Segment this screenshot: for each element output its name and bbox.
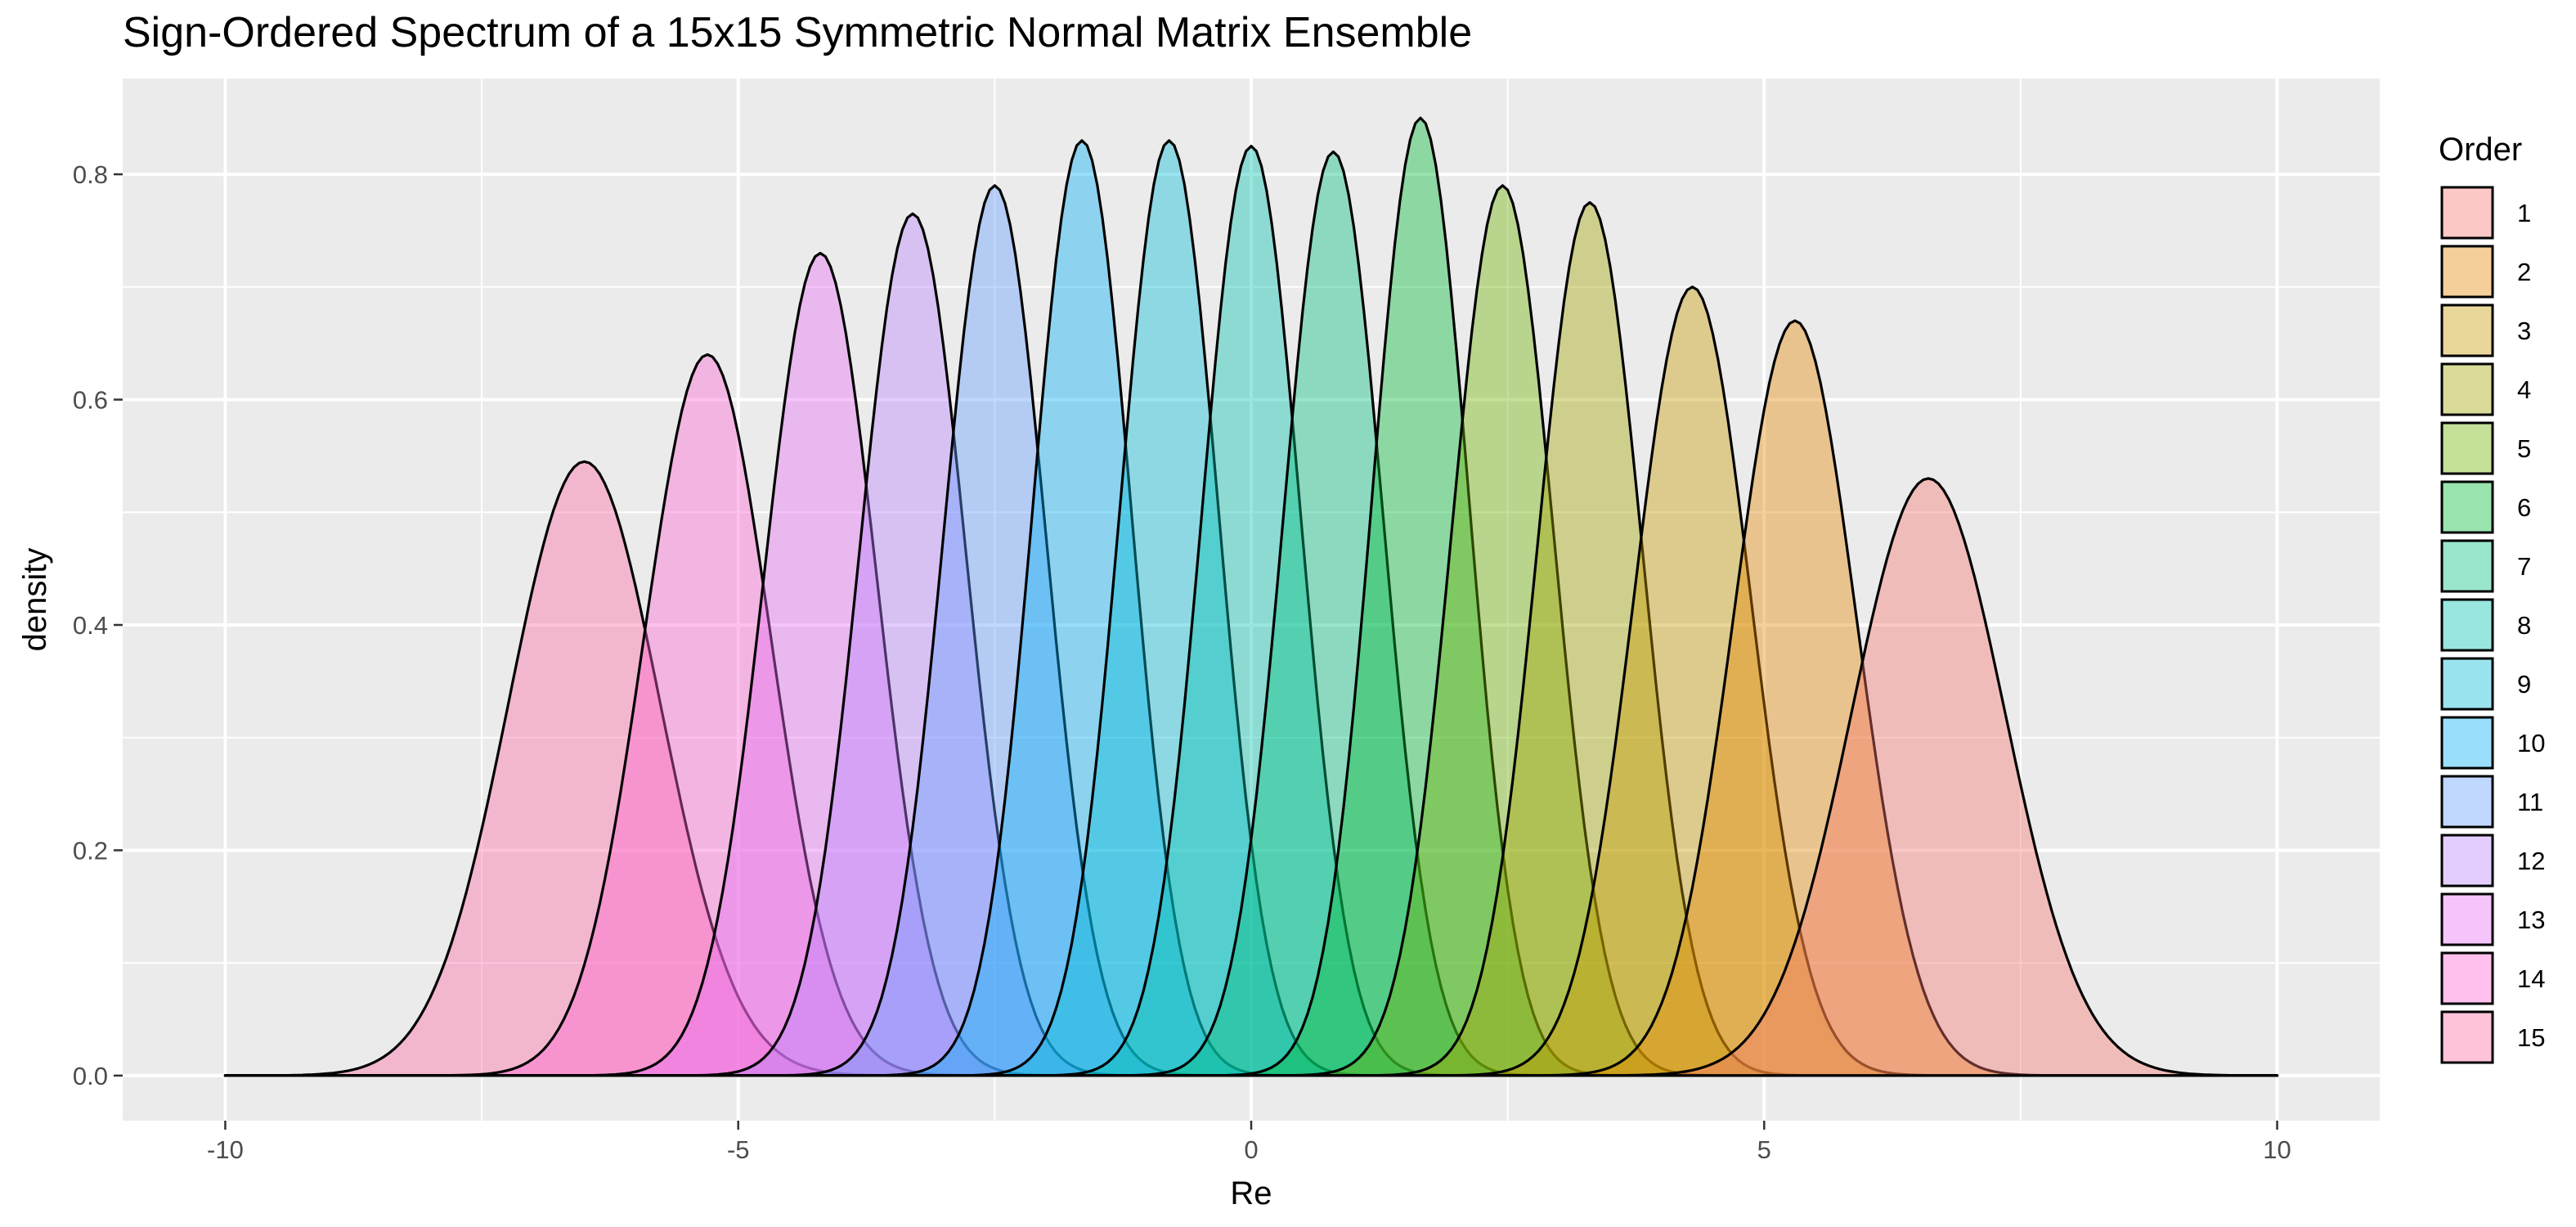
legend-title: Order [2439,132,2522,168]
x-tick-label: 10 [2263,1135,2291,1164]
legend-key-bg [2440,951,2494,1005]
legend-key-bg [2440,892,2494,946]
legend-label-order-10: 10 [2517,729,2545,757]
legend-key-order-2 [2440,245,2494,299]
legend-key-bg [2440,245,2494,299]
legend-label-order-14: 14 [2517,964,2545,993]
legend-key-bg [2440,716,2494,770]
legend-key-order-3 [2440,303,2494,357]
legend-label-order-12: 12 [2517,847,2545,875]
x-axis-title: Re [1230,1175,1272,1211]
legend-key-bg [2440,598,2494,652]
x-tick-label: 5 [1757,1135,1771,1164]
legend-key-order-7 [2440,539,2494,593]
density-curve-order-1 [223,477,2279,1077]
legend-key-bg [2440,421,2494,475]
legend-key-bg [2440,480,2494,534]
legend-key-order-10 [2440,716,2494,770]
legend-key-order-5 [2440,421,2494,475]
x-tick-label: -10 [207,1135,244,1164]
legend-key-order-8 [2440,598,2494,652]
legend-label-order-13: 13 [2517,906,2545,934]
legend-label-order-15: 15 [2517,1023,2545,1052]
legend-label-order-1: 1 [2517,199,2531,227]
major-gridlines [123,79,2380,1121]
y-axis-title: density [17,548,53,652]
y-tick-label: 0.2 [73,836,108,865]
legend-key-bg [2440,539,2494,593]
legend-label-order-3: 3 [2517,317,2531,345]
legend-key-bg [2440,303,2494,357]
legend-key-order-1 [2440,186,2494,240]
legend-key-bg [2440,186,2494,240]
legend-key-order-4 [2440,362,2494,416]
legend-key-order-9 [2440,657,2494,711]
x-axis: -10 -5 0 5 10 [207,1121,2291,1164]
x-tick-label: 0 [1244,1135,1258,1164]
legend-key-order-6 [2440,480,2494,534]
y-tick-label: 0.8 [73,160,108,189]
legend-key-order-11 [2440,775,2494,829]
legend-key-bg [2440,1010,2494,1064]
y-axis: 0.0 0.2 0.4 0.6 0.8 [73,160,123,1090]
chart-title: Sign-Ordered Spectrum of a 15x15 Symmetr… [123,9,1473,56]
legend-label-order-5: 5 [2517,434,2531,463]
legend-key-order-14 [2440,951,2494,1005]
y-tick-label: 0.6 [73,386,108,415]
legend-key-bg [2440,657,2494,711]
legend-key-order-15 [2440,1010,2494,1064]
legend-key-bg [2440,362,2494,416]
x-tick-label: -5 [727,1135,750,1164]
legend-label-order-2: 2 [2517,258,2531,286]
density-series-layer [223,116,2279,1077]
legend-label-order-4: 4 [2517,375,2531,404]
legend-label-order-11: 11 [2517,788,2543,816]
legend-key-bg [2440,775,2494,829]
y-tick-label: 0.4 [73,611,108,640]
legend-key-order-13 [2440,892,2494,946]
y-tick-label: 0.0 [73,1062,108,1090]
legend-key-bg [2440,834,2494,888]
legend-label-order-9: 9 [2517,670,2531,699]
legend-label-order-6: 6 [2517,493,2531,522]
legend-label-order-7: 7 [2517,552,2531,581]
legend-key-order-12 [2440,834,2494,888]
legend-label-order-8: 8 [2517,611,2531,640]
